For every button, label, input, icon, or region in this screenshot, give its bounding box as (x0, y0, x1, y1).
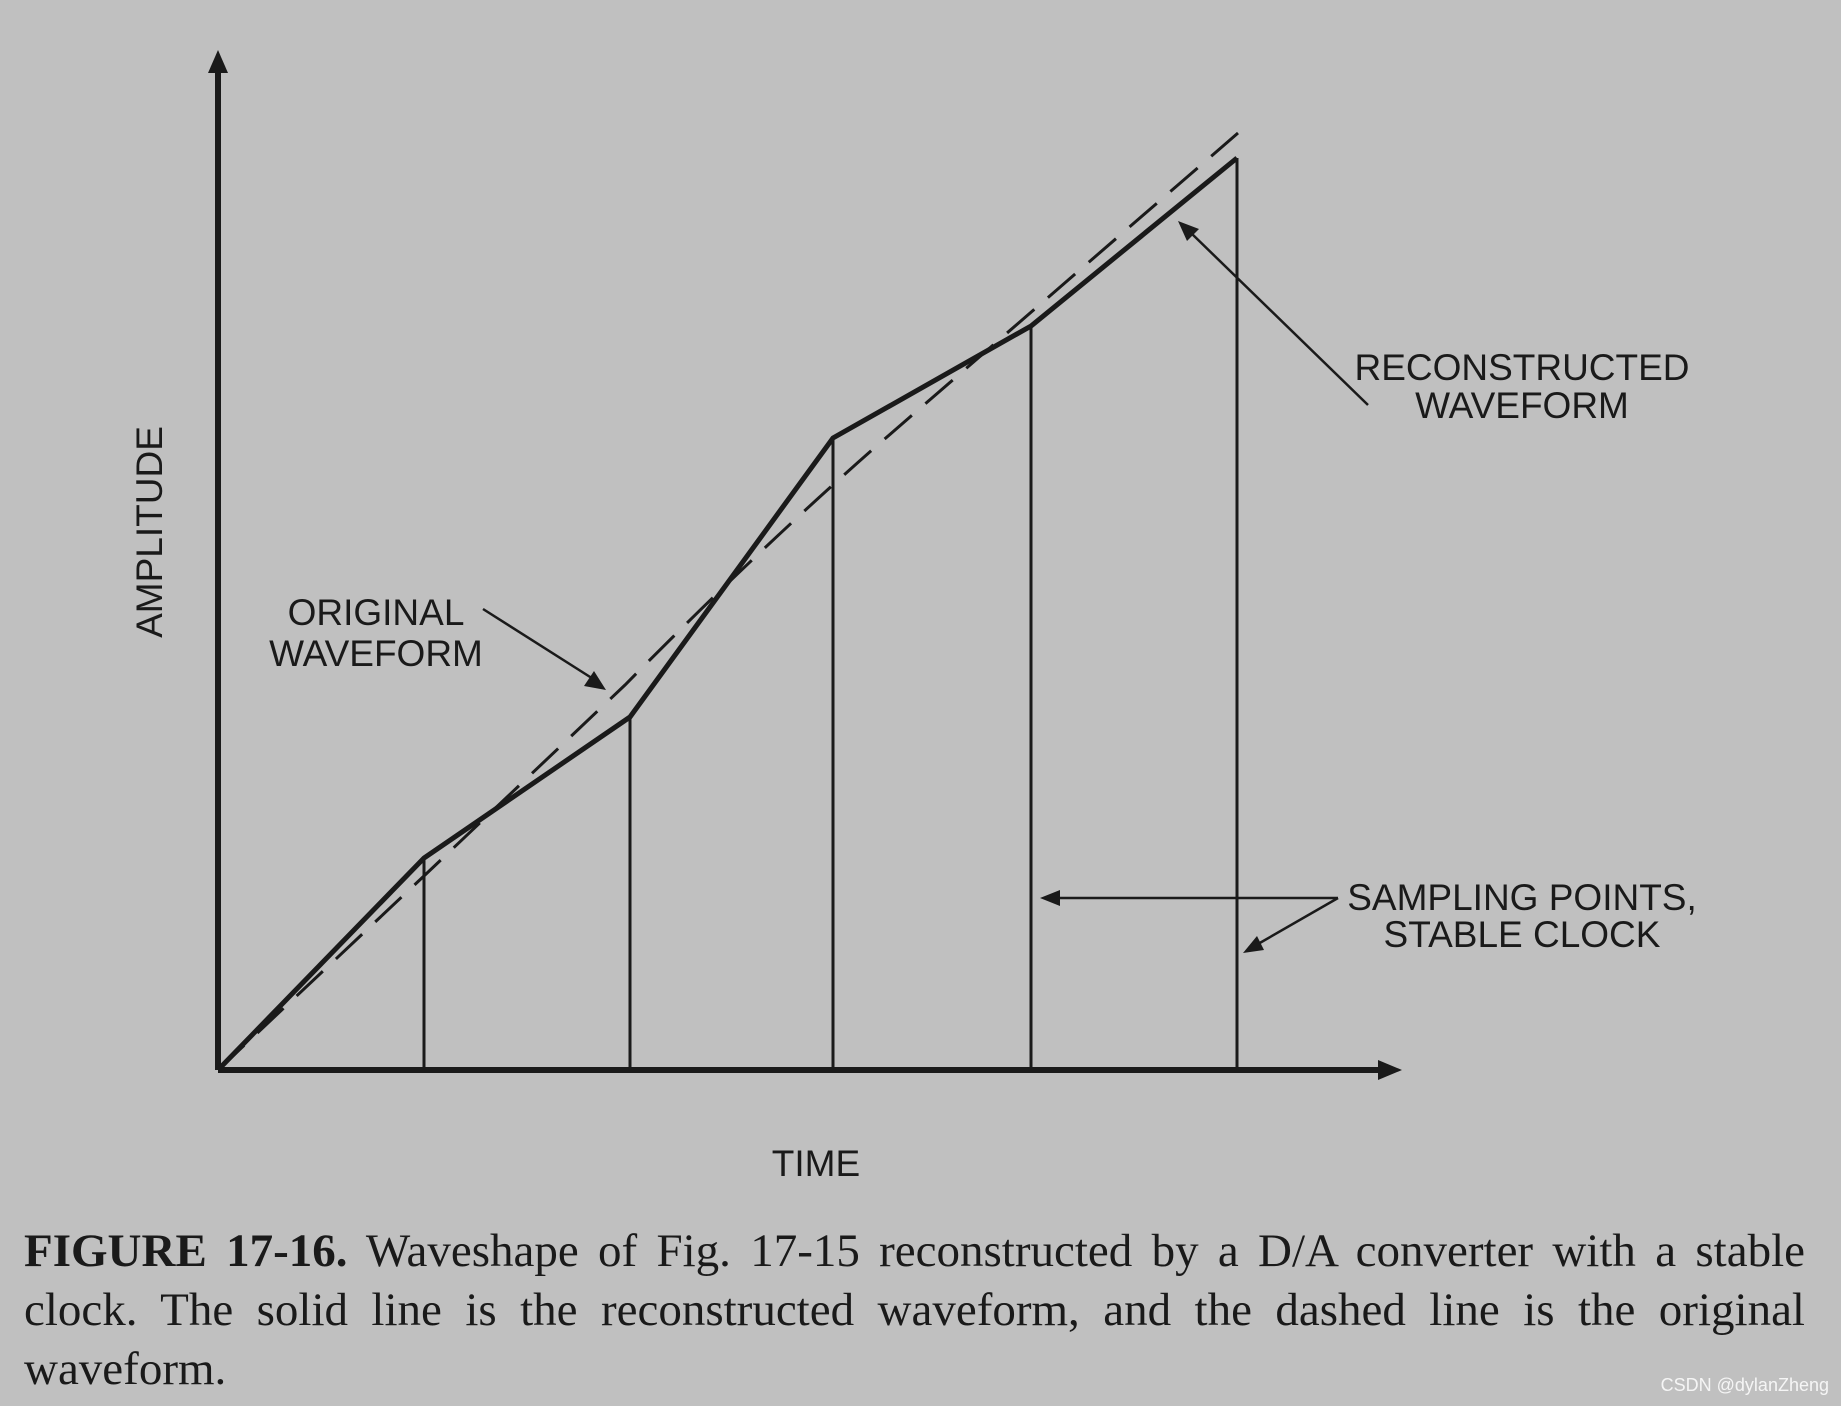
reconstructed-waveform-callout: RECONSTRUCTED WAVEFORM (1178, 221, 1690, 426)
figure-number: FIGURE 17-16. (24, 1225, 348, 1277)
original-callout-arrowhead (584, 671, 606, 690)
original-waveform (216, 131, 1239, 1072)
reconstructed-callout-line2: WAVEFORM (1415, 385, 1629, 426)
reconstructed-waveform (216, 156, 1239, 1072)
reconstructed-callout-arrowhead (1178, 221, 1199, 241)
original-waveform-callout: ORIGINAL WAVEFORM (269, 592, 606, 690)
original-callout-line1: ORIGINAL (288, 592, 465, 633)
original-callout-arrow (482, 607, 599, 684)
figure-caption: FIGURE 17-16. Waveshape of Fig. 17-15 re… (24, 1222, 1805, 1399)
waveform-diagram: AMPLITUDE TIME ORIGINAL WAVEFORM RECONST… (129, 50, 1697, 1184)
original-callout-line2: WAVEFORM (269, 633, 483, 674)
sampling-callout-arrowhead-horizontal (1040, 890, 1060, 906)
reconstructed-callout-line1: RECONSTRUCTED (1354, 347, 1689, 388)
x-axis-label: TIME (772, 1143, 860, 1184)
sampling-callout-arrowhead-diagonal (1243, 936, 1264, 953)
sampling-callout-arrow-diagonal (1257, 896, 1339, 946)
y-axis-arrowhead (208, 50, 228, 73)
x-axis (218, 1060, 1402, 1080)
sampling-callout-line2: STABLE CLOCK (1384, 914, 1661, 955)
y-axis-label: AMPLITUDE (129, 426, 170, 638)
sampling-callout-line1: SAMPLING POINTS, (1347, 877, 1697, 918)
y-axis (208, 50, 228, 1070)
caption-text: Waveshape of Fig. 17-15 reconstructed by… (24, 1225, 1805, 1395)
x-axis-arrowhead (1378, 1060, 1402, 1080)
sampling-points-callout: SAMPLING POINTS, STABLE CLOCK (1040, 877, 1697, 955)
reconstructed-callout-arrow (1189, 231, 1369, 406)
watermark: CSDN @dylanZheng (1660, 1375, 1829, 1395)
sampling-lines (422, 158, 1239, 1070)
